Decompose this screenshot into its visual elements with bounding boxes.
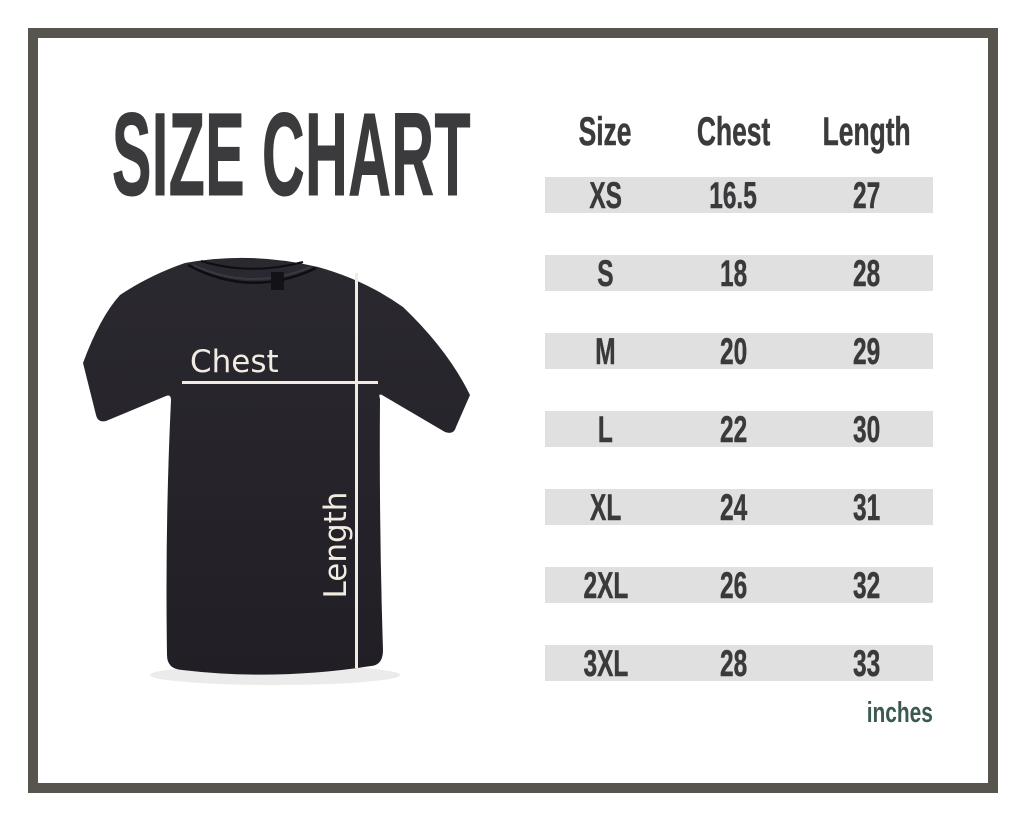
collar-back-edge (200, 260, 304, 270)
size-cell: S (597, 253, 614, 294)
length-cell: 29 (853, 331, 881, 372)
page-title-text: SIZE CHART (112, 89, 471, 221)
chest-cell: 16.5 (709, 175, 758, 216)
size-cell: 3XL (583, 643, 628, 684)
header-chest: Chest (696, 110, 771, 154)
tshirt-illustration (70, 245, 480, 700)
chest-cell: 28 (719, 643, 748, 684)
table-row: 3XL 28 33 (545, 643, 933, 684)
collar-band-highlight (192, 264, 312, 280)
table-row: XL 24 31 (545, 487, 933, 528)
length-cell: 31 (853, 487, 881, 528)
table-row: S 18 28 (545, 253, 933, 294)
size-cell: XL (589, 487, 622, 528)
table-row: L 22 30 (545, 409, 933, 450)
size-cell: 2XL (583, 565, 628, 606)
length-cell: 32 (853, 565, 881, 606)
length-cell: 28 (853, 253, 881, 294)
units-text: inches (866, 697, 933, 729)
page-title: SIZE CHART (112, 89, 830, 221)
header-size: Size (579, 110, 632, 154)
chest-label: Chest (190, 344, 279, 380)
length-label: Length (318, 491, 354, 599)
units-label: inches (545, 699, 933, 728)
length-cell: 30 (853, 409, 881, 450)
size-cell: M (595, 331, 616, 372)
chest-cell: 18 (719, 253, 748, 294)
chest-cell: 22 (719, 409, 748, 450)
table-row: M 20 29 (545, 331, 933, 372)
length-cell: 33 (853, 643, 881, 684)
chest-cell: 20 (719, 331, 748, 372)
collar-front-edge (187, 263, 317, 284)
table-row: 2XL 26 32 (545, 565, 933, 606)
length-measure-line (355, 273, 358, 668)
chest-measure-line (182, 381, 378, 384)
shirt-body (83, 257, 470, 675)
size-cell: XS (589, 175, 622, 216)
table-row: XS 16.5 27 (545, 175, 933, 216)
size-cell: L (598, 409, 613, 450)
neck-tag (271, 272, 284, 290)
size-table: Size Chest Length XS 16.5 27 S 18 28 M 2… (545, 108, 933, 684)
length-cell: 27 (853, 175, 881, 216)
chest-cell: 26 (719, 565, 748, 606)
chest-cell: 24 (719, 487, 748, 528)
tshirt-svg (83, 257, 470, 685)
header-length: Length (823, 110, 911, 154)
table-header-row: Size Chest Length (545, 108, 933, 156)
